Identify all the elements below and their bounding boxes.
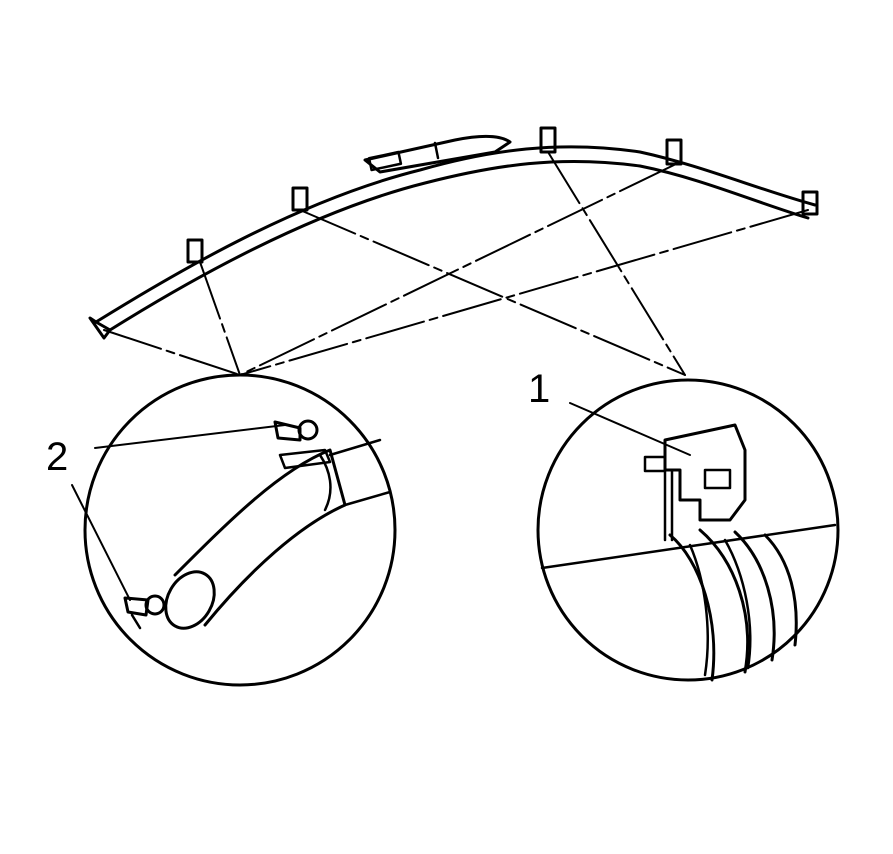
- callout-2-label: 2: [46, 435, 68, 479]
- callout-leaders: [71, 402, 691, 601]
- leader-lines: [103, 151, 809, 376]
- callout-1-label: 1: [528, 367, 550, 411]
- clip: [186, 238, 204, 264]
- clip: [801, 190, 819, 216]
- clip: [291, 186, 309, 212]
- detail-view-clip: [536, 378, 840, 682]
- roof-rail-airbag: [88, 135, 817, 340]
- detail-view-tether: [83, 373, 397, 687]
